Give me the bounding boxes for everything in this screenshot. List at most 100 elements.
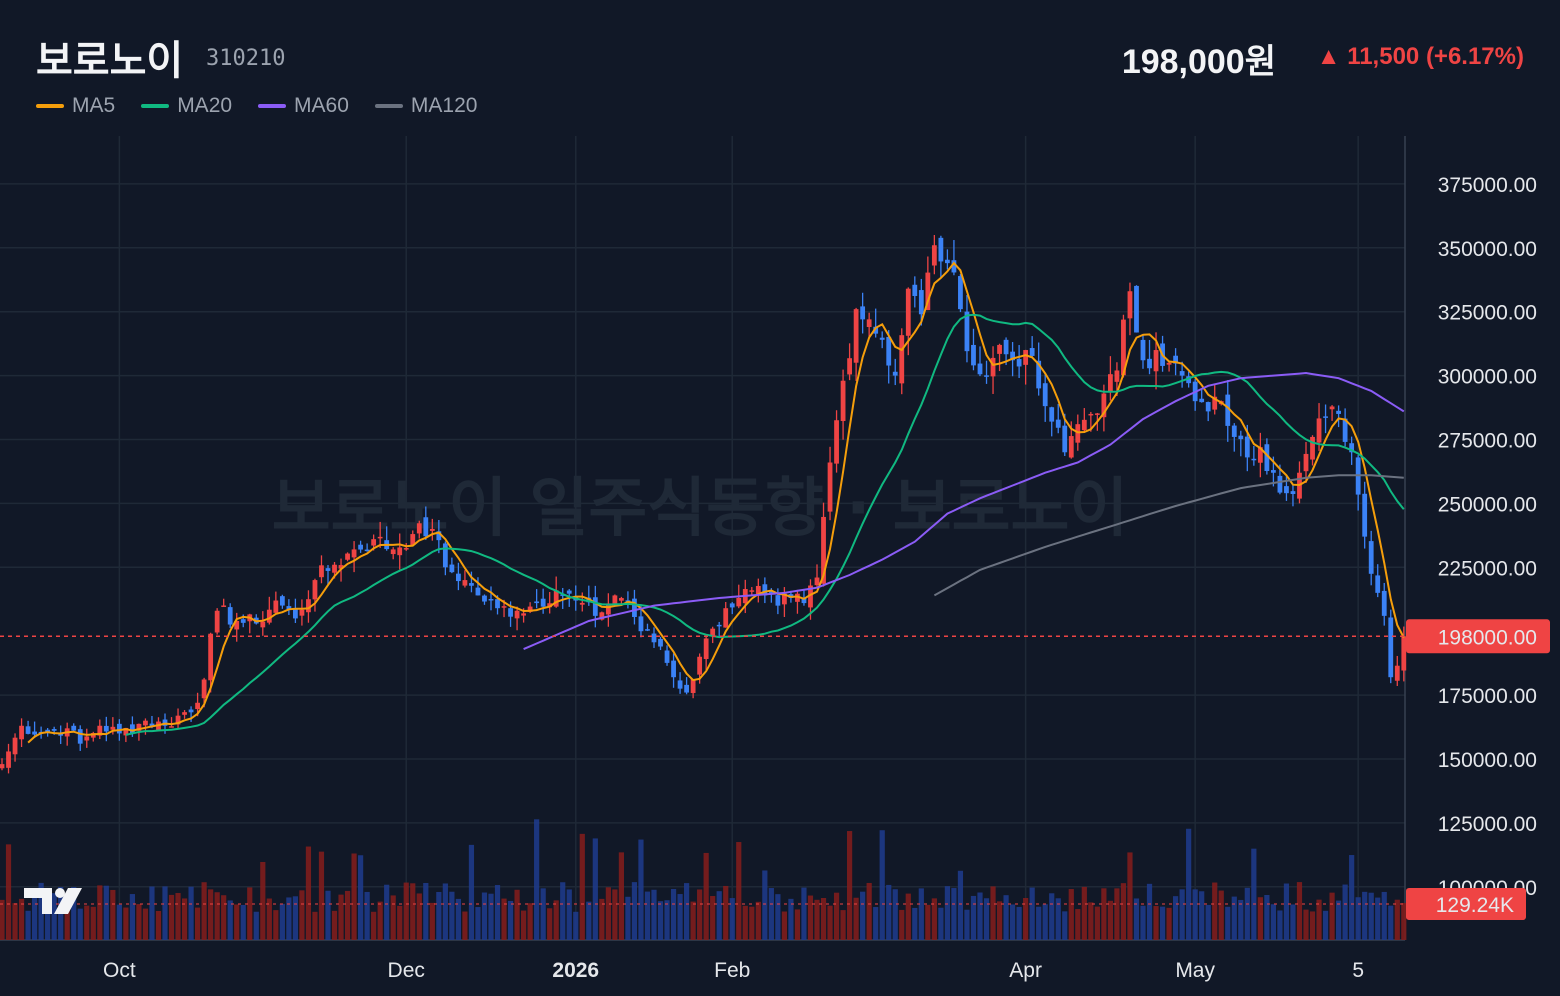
- volume-bar: [1290, 904, 1296, 940]
- price-change: ▲ 11,500 (+6.17%): [1316, 43, 1524, 70]
- candle-body: [1029, 348, 1035, 356]
- volume-bar: [1173, 896, 1179, 940]
- volume-bar: [442, 883, 448, 940]
- volume-bar: [77, 908, 83, 940]
- volume-bar: [990, 886, 996, 940]
- candle-body: [892, 371, 898, 376]
- candle-body: [866, 319, 872, 328]
- ma120-line: [933, 474, 1404, 597]
- candle-body: [612, 595, 618, 604]
- volume-bar: [97, 885, 103, 940]
- ma60-line: [523, 371, 1405, 651]
- candle-body: [977, 363, 983, 375]
- volume-bar: [318, 851, 325, 940]
- legend-ma60[interactable]: MA60: [258, 94, 349, 118]
- candle-body: [1003, 339, 1009, 355]
- candle-body: [1127, 291, 1133, 319]
- candle-body: [912, 284, 918, 297]
- candle-body: [782, 593, 787, 605]
- candle-body: [1179, 371, 1185, 376]
- volume-bar: [1401, 902, 1407, 940]
- candle-body: [0, 764, 5, 769]
- legend-ma20[interactable]: MA20: [141, 94, 232, 118]
- candle-body: [1388, 617, 1394, 678]
- candle-body: [723, 608, 729, 628]
- candle-body: [495, 599, 500, 609]
- volume-bar: [547, 908, 553, 940]
- volume-bar: [1336, 900, 1342, 940]
- volume-bar: [1283, 883, 1290, 940]
- candle-body: [1049, 407, 1055, 422]
- chart-grid: [0, 136, 1406, 941]
- volume-bar: [436, 891, 442, 940]
- volume-bar: [338, 894, 344, 940]
- candle-body: [684, 684, 689, 693]
- candle-body: [514, 610, 520, 619]
- candle-body: [1199, 398, 1205, 403]
- volume-bar: [573, 911, 579, 940]
- volume-bar: [175, 893, 181, 940]
- price-tick-label: 325000.00: [1438, 302, 1537, 325]
- volume-bar: [129, 894, 135, 940]
- legend-label-ma5: MA5: [72, 94, 116, 117]
- volume-bar: [951, 888, 957, 940]
- volume-bar: [586, 901, 592, 940]
- price-tick-label: 300000.00: [1438, 366, 1537, 389]
- candle-body: [566, 590, 572, 594]
- candle-body: [690, 678, 696, 694]
- candle-body: [553, 590, 559, 607]
- candle-body: [651, 633, 657, 643]
- volume-bar: [1133, 898, 1140, 940]
- volume-bar: [110, 889, 116, 940]
- candle-body: [84, 736, 90, 741]
- candle-body: [697, 656, 703, 675]
- candle-body: [899, 335, 905, 384]
- volume-bar: [292, 896, 298, 940]
- volume-bar: [221, 895, 227, 940]
- volume-bar: [214, 892, 220, 940]
- time-tick-label: May: [1175, 959, 1215, 982]
- candle-body: [293, 608, 298, 619]
- candle-body: [736, 597, 742, 607]
- legend-ma120[interactable]: MA120: [374, 94, 477, 118]
- volume-bar: [905, 893, 911, 940]
- volume-bar: [690, 901, 696, 940]
- volume-bars: [0, 819, 1407, 940]
- volume-bar: [781, 911, 787, 940]
- time-tick-label: 2026: [552, 959, 599, 982]
- candle-body: [521, 613, 526, 616]
- volume-bar: [651, 889, 657, 940]
- volume-bar: [736, 842, 742, 940]
- volume-bar: [1049, 893, 1055, 940]
- volume-bar: [788, 898, 794, 940]
- volume-bar: [534, 819, 540, 940]
- candle-body: [208, 633, 214, 681]
- volume-bar: [1277, 910, 1283, 940]
- volume-bar: [703, 852, 709, 940]
- volume-bar: [560, 882, 566, 940]
- candle-body: [234, 620, 240, 630]
- volume-bar: [1362, 891, 1368, 940]
- candle-body: [1342, 418, 1348, 442]
- legend-ma5[interactable]: MA5: [36, 94, 115, 118]
- candle-body: [1336, 410, 1341, 414]
- volume-bar: [371, 911, 377, 940]
- volume-bar: [0, 899, 5, 940]
- volume-bar: [45, 900, 51, 940]
- current-volume-tag: [1406, 888, 1526, 920]
- candle-body: [149, 723, 155, 727]
- candle-body: [1251, 458, 1257, 461]
- volume-bar: [801, 887, 807, 940]
- candle-body: [847, 358, 852, 375]
- volume-bar: [1251, 848, 1257, 940]
- volume-bar: [1342, 884, 1348, 940]
- current-volume-label: 129.24K: [1436, 894, 1514, 917]
- candle-body: [456, 573, 461, 582]
- candle-body: [403, 548, 409, 550]
- volume-bar: [1199, 891, 1205, 940]
- candle-body: [390, 549, 396, 555]
- candle-body: [801, 598, 807, 604]
- volume-bar: [996, 901, 1003, 940]
- time-tick-label: Feb: [714, 959, 750, 982]
